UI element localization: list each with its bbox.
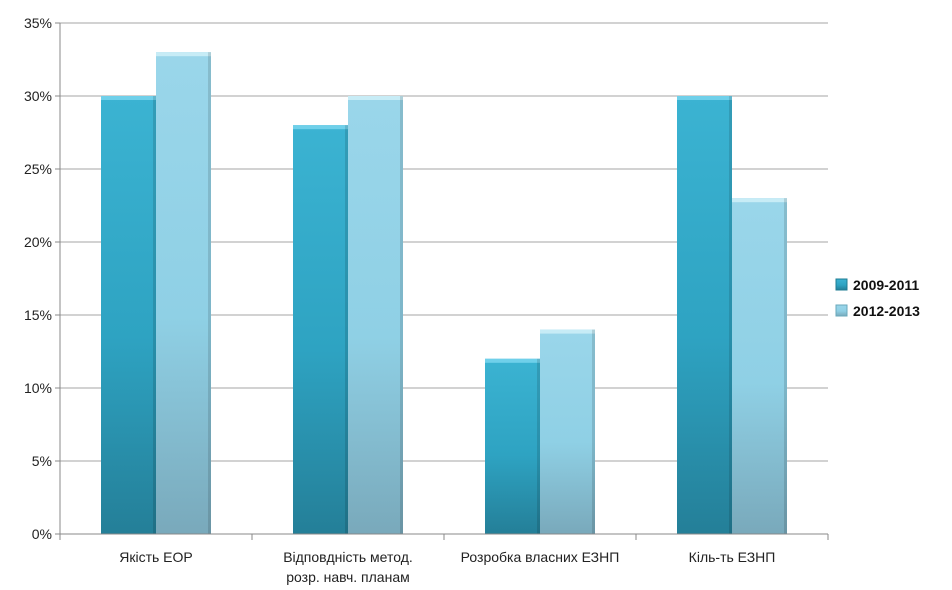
bar-cap [156,52,211,57]
bar-2009-2011-cat-3 [677,96,732,534]
bar-shade [208,52,211,534]
legend-label: 2012-2013 [853,303,920,319]
bar-2009-2011-cat-0 [101,96,156,534]
bar-cap [677,96,732,100]
y-tick-label: 10% [24,380,52,396]
x-tick-label: Розробка власних ЕЗНП [461,549,620,565]
y-tick-label: 25% [24,161,52,177]
y-tick-label: 15% [24,307,52,323]
bar-shade [400,96,403,534]
bar-2009-2011-cat-1 [293,125,348,534]
bar-cap [540,329,595,334]
axes: 0% 5% 10% 15% 20% 25% 30% 35% Якість ЕОР Відповдн… [24,15,829,585]
y-tick-label: 0% [32,526,52,542]
y-tick-label: 30% [24,88,52,104]
bar-shade [784,198,787,534]
x-tick-label: Якість ЕОР [119,549,193,565]
legend: 2009-2011 2012-2013 [835,277,920,319]
bar-cap [485,358,540,363]
y-tick-label: 20% [24,234,52,250]
bar-shade [592,329,595,534]
bar-2012-2013-cat-1 [348,96,403,534]
x-tick-label: розр. навч. планам [286,569,409,585]
bar-cap [348,96,403,100]
x-tick-label: Кіль-ть ЕЗНП [689,549,776,565]
x-tick-label: Відповдність метод. [283,549,413,565]
legend-swatch [835,304,848,317]
bars [101,52,787,534]
bar-shade [537,358,540,534]
legend-label: 2009-2011 [853,277,919,293]
bar-shade [153,96,156,534]
legend-swatch [835,278,848,291]
bar-2012-2013-cat-3 [732,198,787,534]
y-tick-label: 5% [32,453,52,469]
bar-2012-2013-cat-2 [540,329,595,534]
bar-cap [101,96,156,100]
bar-2009-2011-cat-2 [485,358,540,534]
bar-cap [293,125,348,130]
y-tick-label: 35% [24,15,52,31]
bar-shade [345,125,348,534]
bar-shade [729,96,732,534]
bar-2012-2013-cat-0 [156,52,211,534]
bar-cap [732,198,787,203]
